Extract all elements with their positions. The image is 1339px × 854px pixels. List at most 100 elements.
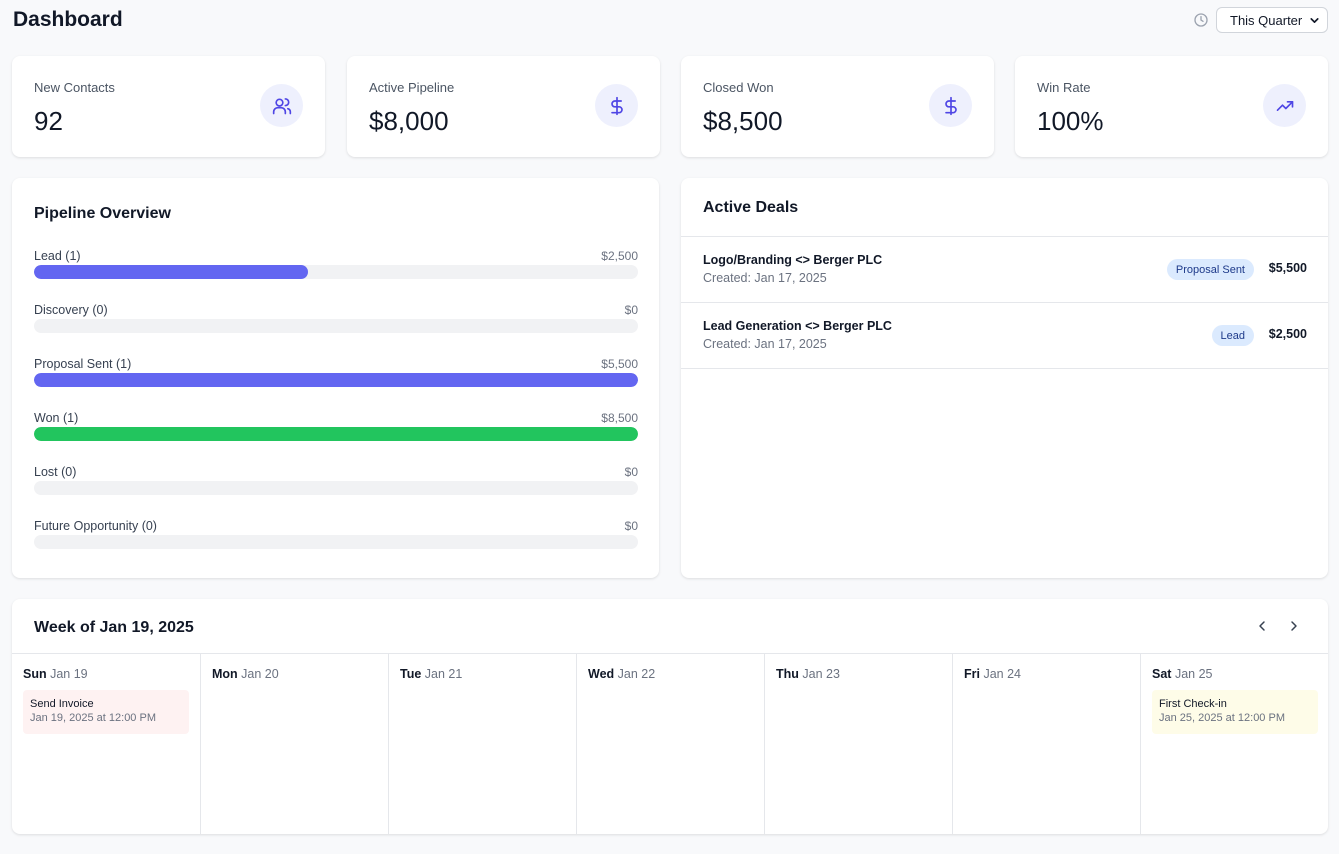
- day-date: Jan 19: [50, 667, 88, 681]
- day-header: Sat Jan 25: [1152, 667, 1212, 681]
- users-icon: [260, 84, 303, 127]
- day-column-sun: Sun Jan 19 Send Invoice Jan 19, 2025 at …: [12, 654, 201, 834]
- calendar-event[interactable]: First Check-in Jan 25, 2025 at 12:00 PM: [1152, 690, 1318, 734]
- pipeline-title: Pipeline Overview: [34, 205, 171, 222]
- stat-value: $8,000: [369, 106, 449, 136]
- stage-amount: $0: [624, 465, 638, 479]
- pipeline-stage-proposal-sent: Proposal Sent (1) $5,500: [34, 357, 638, 397]
- stage-amount: $5,500: [601, 357, 638, 371]
- stage-progress-track: [34, 319, 638, 333]
- day-header: Sun Jan 19: [23, 667, 88, 681]
- day-date: Jan 24: [983, 667, 1021, 681]
- stage-progress-track: [34, 427, 638, 441]
- day-date: Jan 22: [617, 667, 656, 681]
- chevron-left-icon: [1259, 621, 1265, 631]
- deal-created-date: Created: Jan 17, 2025: [703, 271, 827, 285]
- day-column-thu: Thu Jan 23: [765, 654, 953, 834]
- day-column-sat: Sat Jan 25 First Check-in Jan 25, 2025 a…: [1141, 654, 1328, 834]
- stage-progress-track: [34, 535, 638, 549]
- day-header: Thu Jan 23: [776, 667, 840, 681]
- day-name: Wed: [588, 667, 615, 681]
- calendar-header: Week of Jan 19, 2025: [12, 599, 1328, 654]
- day-name: Tue: [400, 667, 422, 681]
- day-name: Mon: [212, 667, 238, 681]
- stage-label: Discovery (0): [34, 303, 108, 317]
- deal-created-date: Created: Jan 17, 2025: [703, 337, 827, 351]
- day-name: Sun: [23, 667, 47, 681]
- day-date: Jan 25: [1174, 667, 1213, 681]
- deal-name: Lead Generation <> Berger PLC: [703, 319, 892, 333]
- chevron-right-icon: [1291, 621, 1297, 631]
- stage-amount: $0: [624, 303, 638, 317]
- stage-label: Lead (1): [34, 249, 81, 263]
- day-column-mon: Mon Jan 20: [201, 654, 389, 834]
- day-date: Jan 23: [802, 667, 840, 681]
- trending-up-icon: [1263, 84, 1306, 127]
- day-date: Jan 20: [241, 667, 279, 681]
- clock-icon: [1194, 13, 1208, 27]
- stage-amount: $8,500: [601, 411, 638, 425]
- deal-row[interactable]: Logo/Branding <> Berger PLC Created: Jan…: [681, 237, 1328, 303]
- day-date: Jan 21: [424, 667, 463, 681]
- stat-value: $8,500: [703, 106, 783, 136]
- deal-name: Logo/Branding <> Berger PLC: [703, 253, 883, 267]
- day-header: Tue Jan 21: [400, 667, 462, 681]
- page-title: Dashboard: [13, 8, 123, 31]
- stage-label: Proposal Sent (1): [34, 357, 132, 371]
- dollar-icon: [929, 84, 972, 127]
- dollar-icon: [595, 84, 638, 127]
- pipeline-stage-lost: Lost (0) $0: [34, 465, 638, 505]
- pipeline-stage-future-opportunity: Future Opportunity (0) $0: [34, 519, 638, 559]
- stat-label: Win Rate: [1037, 80, 1091, 95]
- stat-card-active-pipeline: Active Pipeline $8,000: [347, 56, 660, 157]
- pipeline-stage-discovery: Discovery (0) $0: [34, 303, 638, 343]
- stage-progress-fill: [34, 373, 638, 387]
- day-column-fri: Fri Jan 24: [953, 654, 1141, 834]
- day-name: Sat: [1152, 667, 1172, 681]
- stage-label: Won (1): [34, 411, 79, 425]
- stat-card-closed-won: Closed Won $8,500: [681, 56, 994, 157]
- event-time: Jan 19, 2025 at 12:00 PM: [30, 712, 156, 724]
- next-week-button[interactable]: [1285, 617, 1303, 635]
- stat-card-new-contacts: New Contacts 92: [12, 56, 325, 157]
- calendar-title: Week of Jan 19, 2025: [34, 619, 194, 636]
- stat-value: 92: [34, 106, 63, 136]
- day-column-wed: Wed Jan 22: [577, 654, 765, 834]
- day-column-tue: Tue Jan 21: [389, 654, 577, 834]
- stat-label: New Contacts: [34, 80, 115, 95]
- day-header: Mon Jan 20: [212, 667, 279, 681]
- event-title: First Check-in: [1159, 698, 1227, 710]
- stage-progress-track: [34, 265, 638, 279]
- stat-value: 100%: [1037, 106, 1104, 136]
- day-header: Wed Jan 22: [588, 667, 655, 681]
- date-range-select[interactable]: This Quarter: [1216, 7, 1328, 33]
- deal-amount: $2,500: [1268, 327, 1307, 341]
- stat-label: Closed Won: [703, 80, 774, 95]
- deal-stage-badge: Proposal Sent: [1166, 259, 1254, 280]
- day-name: Thu: [776, 667, 799, 681]
- deal-amount: $5,500: [1268, 261, 1307, 275]
- calendar-event[interactable]: Send Invoice Jan 19, 2025 at 12:00 PM: [23, 690, 189, 734]
- top-bar: Dashboard This Quarter: [12, 0, 1328, 42]
- weekly-calendar-card: Week of Jan 19, 2025 Sun Jan 19 Send Inv…: [12, 599, 1328, 834]
- stage-amount: $0: [624, 519, 638, 533]
- stage-progress-fill: [34, 265, 309, 279]
- day-name: Fri: [964, 667, 980, 681]
- pipeline-stage-won: Won (1) $8,500: [34, 411, 638, 451]
- deals-title: Active Deals: [703, 199, 799, 216]
- stat-label: Active Pipeline: [369, 80, 455, 95]
- stat-card-win-rate: Win Rate 100%: [1015, 56, 1328, 157]
- pipeline-overview-card: Pipeline Overview Lead (1) $2,500 Discov…: [12, 178, 659, 578]
- chevron-down-icon: [1310, 18, 1319, 23]
- stage-amount: $2,500: [601, 249, 638, 263]
- active-deals-card: Active Deals Logo/Branding <> Berger PLC…: [681, 178, 1328, 578]
- event-title: Send Invoice: [30, 698, 94, 710]
- deal-row[interactable]: Lead Generation <> Berger PLC Created: J…: [681, 303, 1328, 369]
- day-header: Fri Jan 24: [964, 667, 1021, 681]
- date-range-value: This Quarter: [1230, 12, 1303, 28]
- previous-week-button[interactable]: [1253, 617, 1271, 635]
- deals-header: Active Deals: [681, 178, 1328, 237]
- stage-progress-track: [34, 373, 638, 387]
- stage-progress-track: [34, 481, 638, 495]
- stage-progress-fill: [34, 427, 638, 441]
